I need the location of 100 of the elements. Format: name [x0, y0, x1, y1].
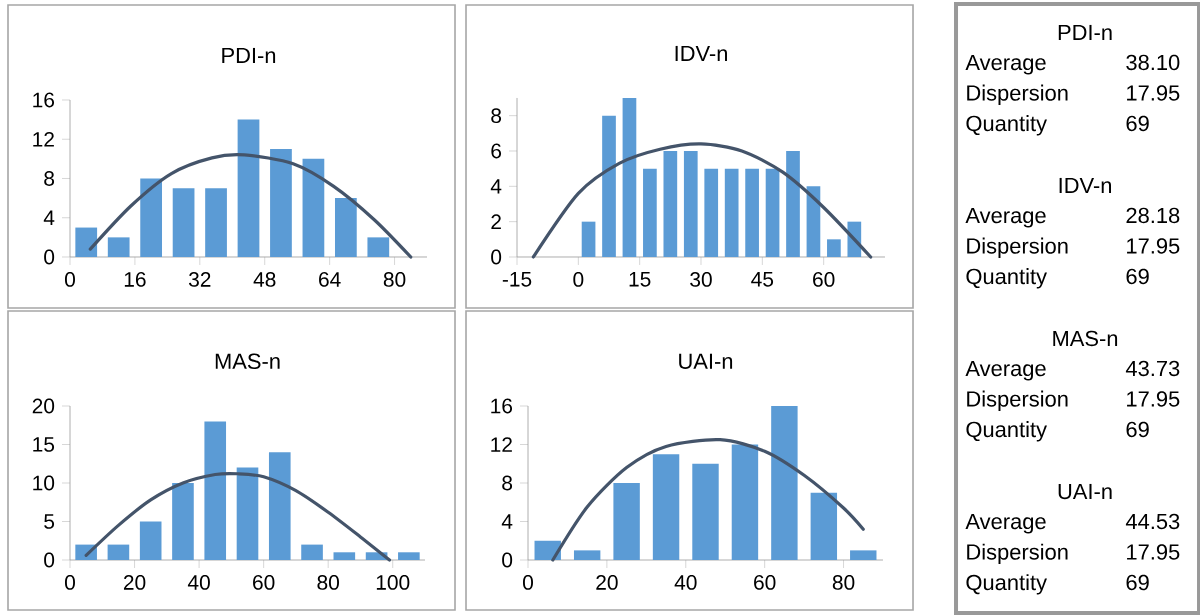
bar — [334, 198, 357, 257]
x-tick-label: 60 — [253, 575, 275, 590]
text: 69 — [1126, 115, 1149, 132]
x-tick-label: 100 — [376, 575, 410, 590]
text: IDV-n — [1059, 177, 1111, 193]
bar — [573, 550, 601, 560]
y-tick-label: 12 — [491, 437, 512, 452]
y-tick-label: 8 — [44, 171, 55, 186]
x-tick-label: 80 — [383, 272, 406, 287]
text: MAS-n — [1053, 330, 1118, 347]
bar — [367, 237, 390, 257]
line-series — [531, 142, 873, 259]
bar — [643, 168, 657, 257]
bar — [398, 552, 420, 560]
text: Dispersion — [967, 543, 1068, 565]
x-tick-label: 45 — [751, 272, 774, 287]
bar — [602, 115, 616, 257]
y-tick-label: 4 — [490, 179, 502, 194]
bar — [810, 492, 838, 560]
x-tick-label: 0 — [64, 575, 75, 590]
bar — [139, 521, 162, 560]
text: 17.95 — [1127, 544, 1180, 560]
x-tick-label: 64 — [319, 272, 341, 287]
bar — [724, 168, 739, 257]
bar — [302, 158, 325, 257]
bar — [172, 483, 194, 560]
x-tick-label: 20 — [123, 575, 146, 590]
text: 69 — [1126, 421, 1149, 438]
bar — [704, 168, 719, 257]
y-tick-label: 0 — [491, 249, 502, 265]
bar — [581, 221, 596, 257]
x-tick-label: -15 — [502, 272, 532, 287]
bar — [270, 149, 292, 257]
y-tick-label: 10 — [33, 475, 55, 491]
bar — [268, 452, 291, 560]
y-tick-label: 16 — [491, 398, 513, 414]
text: 38.10 — [1126, 54, 1180, 71]
bar — [806, 186, 821, 257]
x-tick-label: 20 — [596, 575, 618, 590]
bar — [683, 150, 698, 257]
text: 28.18 — [1126, 207, 1180, 224]
y-tick-label: 20 — [32, 398, 55, 414]
chart-title: PDI-n — [222, 47, 276, 63]
text: Quantity — [966, 115, 1047, 136]
bar — [765, 168, 780, 257]
bar — [301, 544, 323, 560]
bar — [786, 150, 800, 257]
bar — [652, 454, 680, 560]
y-tick-label: 4 — [43, 210, 55, 225]
chart-title: UAI-n — [679, 353, 733, 370]
x-tick-label: 80 — [832, 575, 855, 590]
text: Average — [965, 54, 1046, 75]
y-tick-label: 15 — [33, 437, 55, 452]
text: 44.53 — [1125, 513, 1180, 530]
text: UAI-n — [1058, 483, 1112, 500]
y-tick-label: 5 — [44, 514, 55, 529]
x-tick-label: 30 — [690, 272, 712, 287]
text: 69 — [1126, 574, 1149, 591]
bar — [622, 97, 637, 257]
bar — [237, 119, 260, 257]
text: Average — [965, 207, 1046, 228]
y-tick-label: 8 — [491, 108, 502, 124]
bar — [827, 239, 841, 257]
x-tick-label: 40 — [674, 575, 697, 590]
y-tick-label: 8 — [502, 475, 513, 491]
text: Quantity — [966, 574, 1047, 595]
x-tick-label: 60 — [813, 272, 835, 287]
chart-title: MAS-n — [215, 353, 280, 370]
x-tick-label: 40 — [187, 575, 210, 590]
text: Quantity — [966, 268, 1047, 289]
x-tick-label: 80 — [317, 575, 339, 590]
text: 17.95 — [1127, 391, 1180, 407]
bar — [333, 552, 356, 560]
y-tick-label: 0 — [44, 249, 55, 265]
chart-title: IDV-n — [675, 45, 727, 61]
bar — [745, 168, 759, 257]
x-tick-label: 0 — [573, 272, 584, 287]
x-tick-label: 16 — [124, 272, 146, 287]
text: 17.95 — [1127, 85, 1180, 101]
line-series — [88, 153, 413, 259]
y-tick-label: 16 — [33, 92, 55, 108]
text: 69 — [1126, 268, 1149, 285]
bar — [663, 150, 678, 257]
y-tick-label: 6 — [491, 143, 502, 159]
y-tick-label: 2 — [491, 214, 501, 229]
bar — [75, 227, 98, 257]
bar — [613, 483, 640, 560]
x-tick-label: 48 — [253, 272, 276, 287]
bar — [236, 467, 259, 560]
bar — [692, 463, 719, 560]
x-tick-label: 15 — [629, 272, 651, 287]
text: Dispersion — [967, 84, 1068, 106]
bar — [205, 188, 227, 257]
text: Quantity — [966, 421, 1047, 442]
bar — [107, 237, 130, 257]
text: Dispersion — [967, 237, 1068, 259]
line-series — [84, 471, 392, 562]
text: PDI-n — [1058, 24, 1112, 40]
bar — [204, 421, 227, 560]
y-tick-label: 12 — [33, 131, 54, 147]
